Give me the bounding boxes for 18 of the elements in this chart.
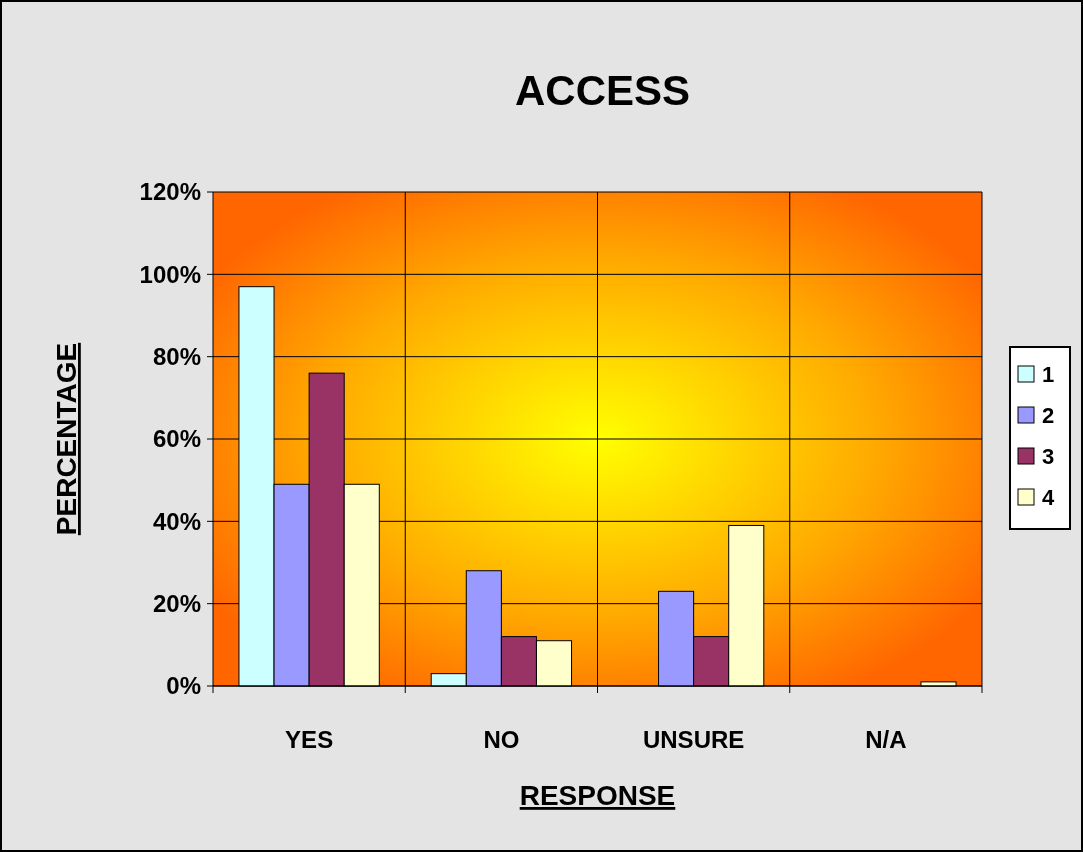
y-axis-title: PERCENTAGE bbox=[51, 342, 82, 536]
legend-label: 4 bbox=[1042, 484, 1055, 510]
x-axis-title: RESPONSE bbox=[519, 780, 676, 811]
legend-label: 1 bbox=[1042, 361, 1055, 387]
x-tick-label: NO bbox=[483, 726, 520, 753]
y-tick-label: 120% bbox=[139, 178, 201, 206]
y-tick-label: 0% bbox=[166, 672, 201, 700]
y-tick-label: 40% bbox=[152, 507, 201, 535]
y-tick-label: 100% bbox=[139, 260, 201, 288]
x-tick-label: N/A bbox=[865, 726, 907, 753]
legend-label: 2 bbox=[1042, 402, 1055, 428]
legend-label: 3 bbox=[1042, 443, 1055, 469]
y-tick-label: 60% bbox=[152, 425, 201, 453]
x-tick-label: YES bbox=[285, 726, 334, 753]
chart-title: ACCESS bbox=[514, 67, 691, 114]
x-tick-label: UNSURE bbox=[642, 726, 745, 753]
y-tick-label: 20% bbox=[152, 590, 201, 618]
y-tick-label: 80% bbox=[152, 343, 201, 371]
